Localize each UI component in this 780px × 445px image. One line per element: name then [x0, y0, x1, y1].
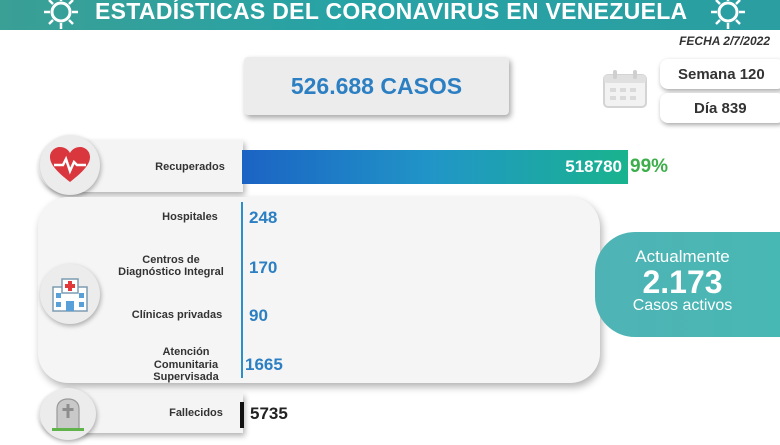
recovered-value: 518780	[565, 157, 622, 176]
hospitalization-card	[38, 197, 600, 383]
week-badge: Semana 120	[660, 59, 780, 89]
recovered-percent: 99%	[630, 156, 669, 177]
heart-icon-circle	[40, 135, 100, 195]
heart-icon	[50, 147, 90, 182]
recovered-bar: 518780	[242, 150, 628, 184]
acs-value: 1665	[245, 355, 283, 374]
recovered-label: Recuperados	[155, 161, 225, 173]
calendar-icon	[603, 70, 647, 108]
deaths-value: 5735	[250, 404, 288, 423]
stats-divider	[241, 202, 243, 378]
deaths-label: Fallecidos	[169, 407, 223, 419]
total-cases-box: 526.688 CASOS	[244, 57, 509, 115]
active-cases-panel	[595, 232, 780, 337]
tombstone-icon-circle	[40, 388, 96, 440]
tombstone-icon	[52, 398, 84, 431]
hospital-icon-circle	[40, 264, 100, 324]
active-cases-value: 2.173	[642, 264, 723, 300]
virus-icon	[44, 0, 78, 29]
active-cases-caption: Actualmente	[635, 247, 730, 266]
hospital-icon	[52, 278, 88, 312]
hospitales-label: Hospitales	[162, 211, 218, 223]
hospitales-value: 248	[249, 208, 278, 227]
cdi-value: 170	[249, 258, 278, 277]
active-cases-subcaption: Casos activos	[632, 297, 733, 314]
virus-icon	[711, 0, 745, 29]
day-badge: Día 839	[660, 93, 780, 123]
date-label: FECHA 2/7/2022	[679, 34, 770, 48]
acs-label: Atención Comunitaria Supervisada	[153, 346, 219, 383]
deaths-bar	[240, 402, 244, 428]
cdi-label: Centros de Diagnóstico Integral	[118, 254, 224, 278]
clinicas-label: Clínicas privadas	[131, 309, 223, 321]
clinicas-value: 90	[249, 306, 268, 325]
header-banner	[0, 0, 780, 30]
page-title: ESTADÍSTICAS DEL CORONAVIRUS EN VENEZUEL…	[95, 0, 688, 24]
